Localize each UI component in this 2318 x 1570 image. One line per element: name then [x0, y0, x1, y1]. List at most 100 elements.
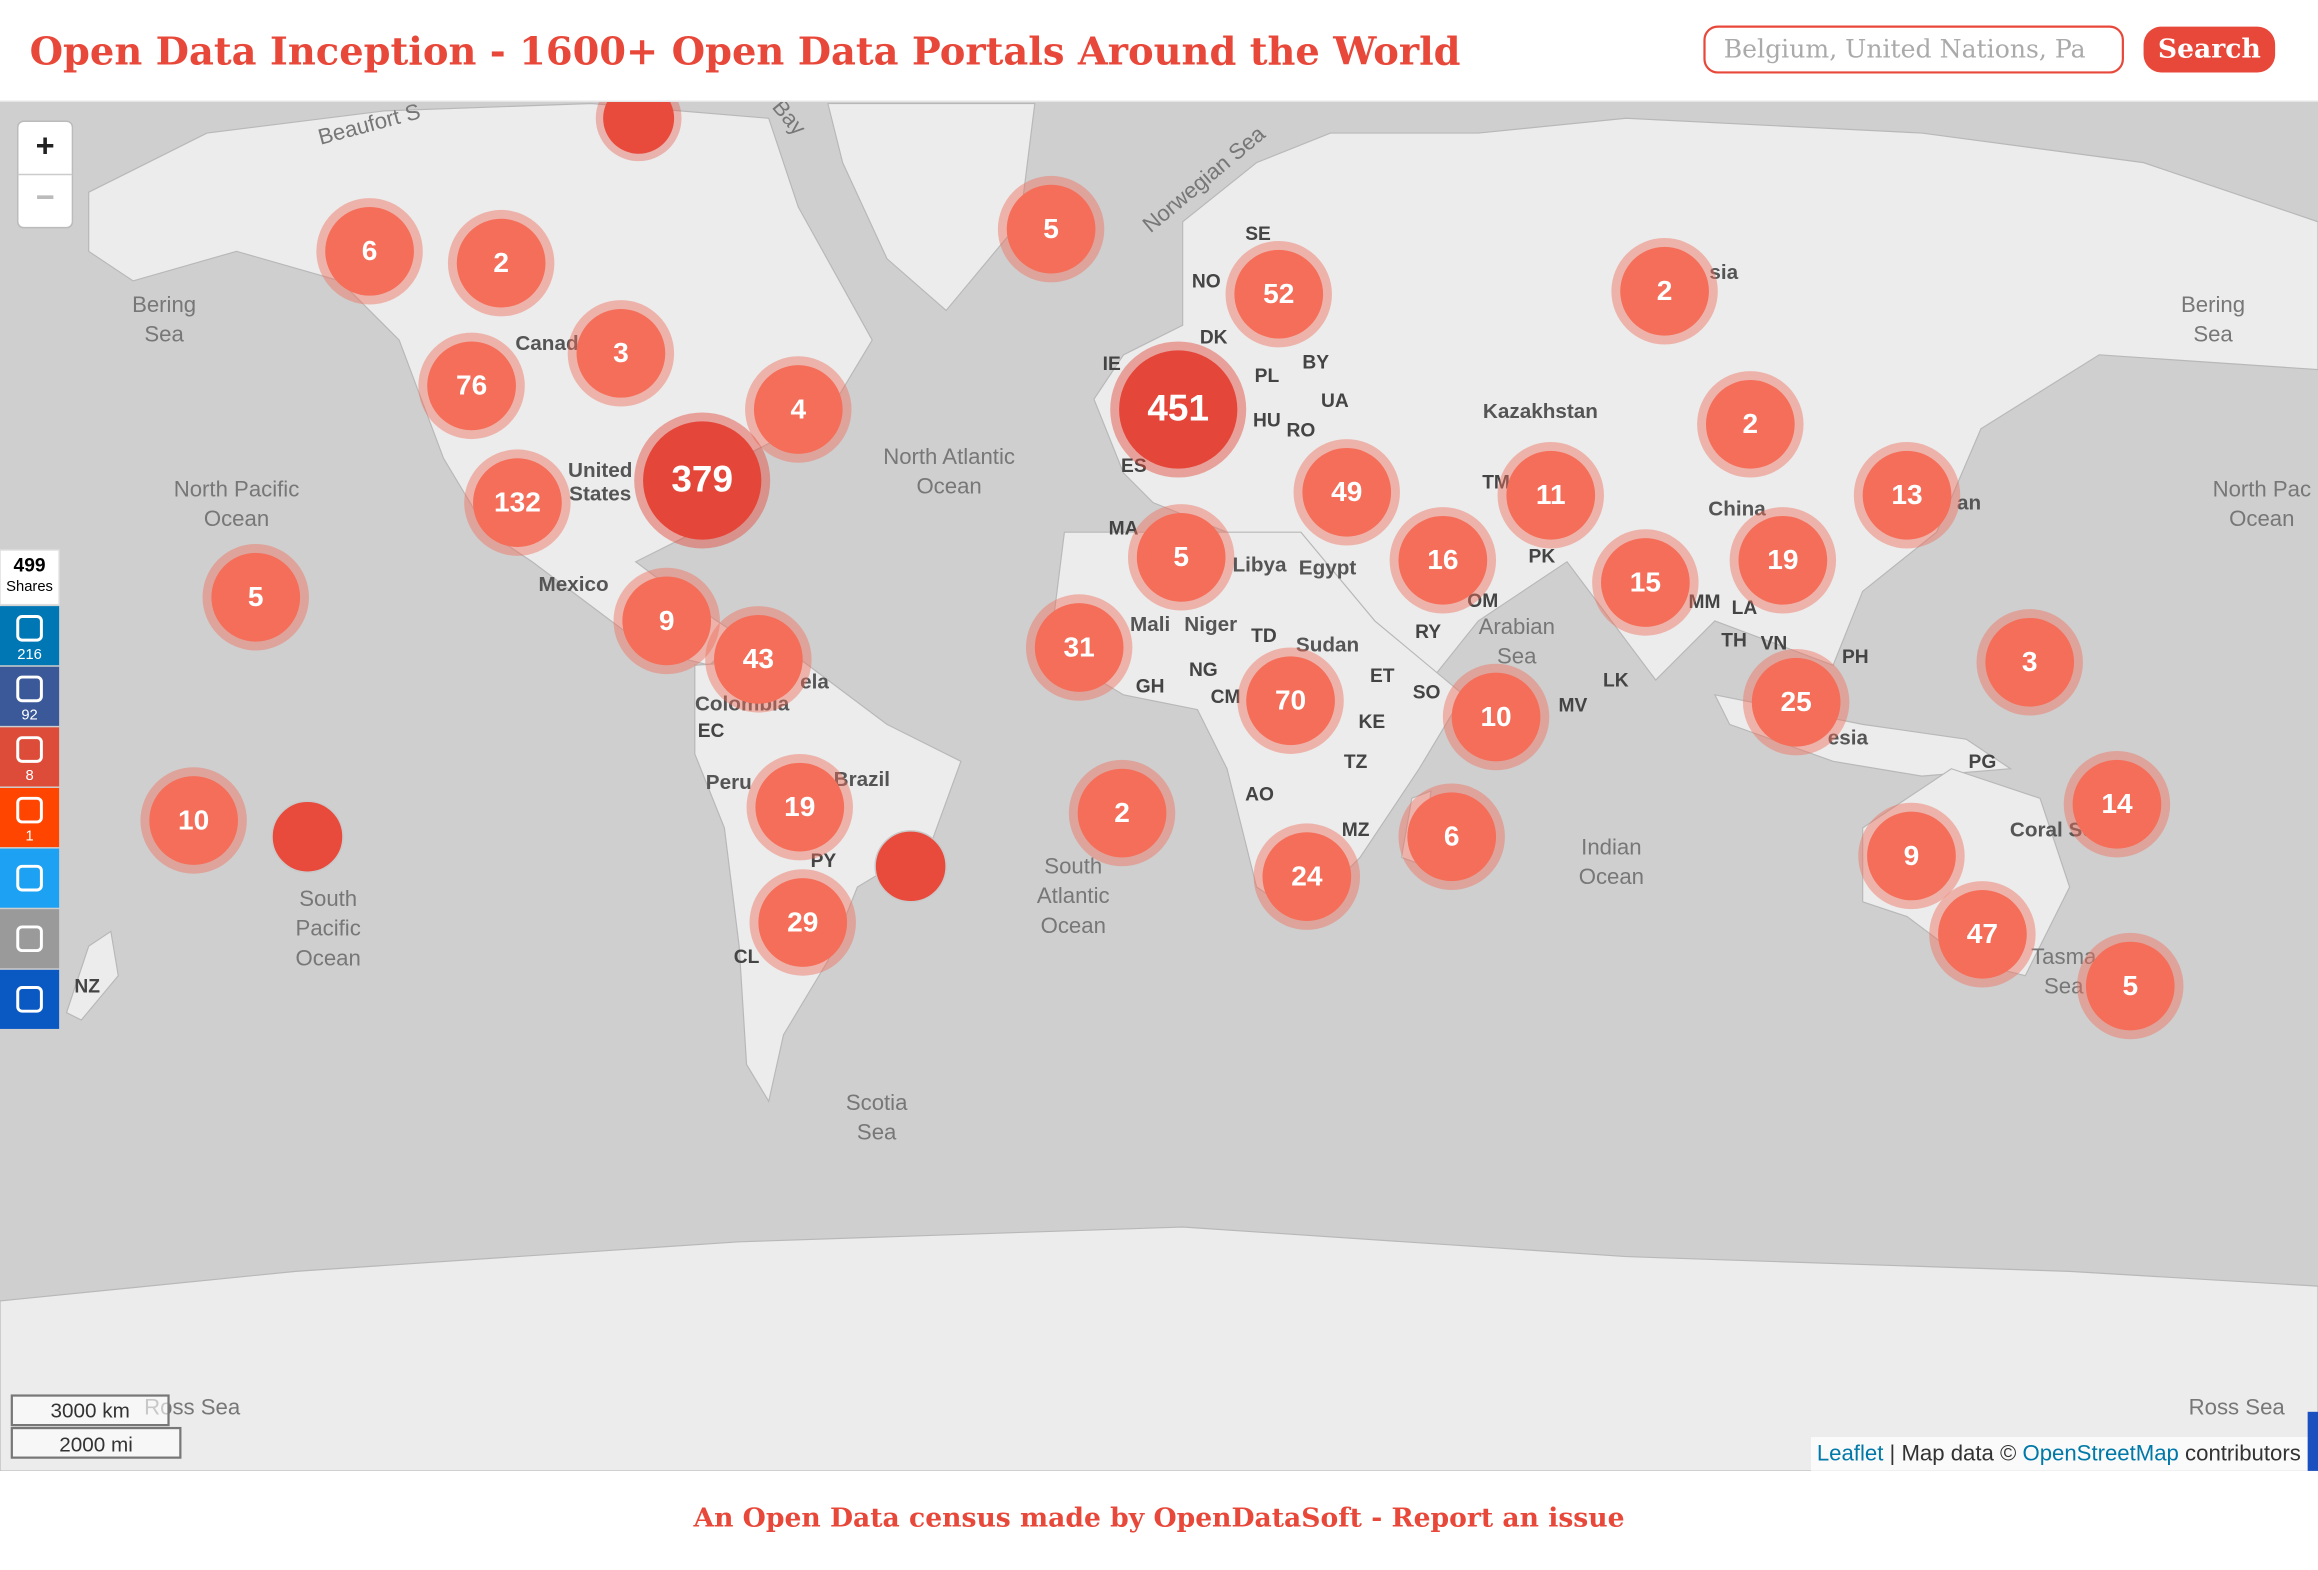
cluster-core[interactable]	[1262, 832, 1352, 922]
cluster-core[interactable]	[1077, 768, 1167, 858]
cluster-core[interactable]	[1601, 538, 1690, 627]
single-marker[interactable]	[874, 830, 947, 903]
cluster-count[interactable]: 47	[1967, 918, 1998, 949]
zoom-out[interactable]: −	[36, 179, 55, 215]
cluster[interactable]: 3	[567, 300, 675, 407]
cluster-core[interactable]	[643, 421, 762, 540]
cluster-count[interactable]: 19	[784, 791, 815, 822]
cluster[interactable]: 31	[1025, 594, 1133, 701]
cluster-count[interactable]: 3	[613, 337, 629, 368]
facebook-share[interactable]: 92	[0, 666, 60, 726]
cluster[interactable]: 70	[1237, 647, 1344, 754]
cluster-count[interactable]: 76	[456, 370, 487, 401]
cluster[interactable]: 19	[746, 753, 853, 861]
cluster-core[interactable]	[622, 576, 712, 666]
linkedin-share[interactable]: 216	[0, 606, 60, 666]
cluster-core[interactable]	[427, 341, 516, 431]
sumo-share[interactable]	[0, 969, 60, 1029]
cluster-count[interactable]: 2	[1743, 408, 1759, 439]
cluster-count[interactable]: 6	[1444, 821, 1460, 852]
single-marker[interactable]	[271, 800, 344, 873]
cluster-core[interactable]	[1407, 792, 1497, 882]
cluster[interactable]: 5	[2077, 932, 2184, 1040]
cluster-count[interactable]: 5	[248, 581, 264, 612]
cluster[interactable]: 3	[1976, 609, 2083, 716]
cluster-core[interactable]	[1246, 656, 1335, 746]
cluster-core[interactable]	[1867, 811, 1956, 901]
cluster[interactable]: 19	[1729, 507, 1837, 614]
cluster[interactable]: 2	[447, 209, 555, 317]
cluster-count[interactable]: 16	[1427, 544, 1458, 575]
cluster-core[interactable]	[325, 206, 414, 296]
cluster-core[interactable]	[1938, 889, 2027, 979]
cluster[interactable]: 13	[1853, 442, 1961, 549]
cluster[interactable]: 47	[1929, 881, 2036, 988]
cluster[interactable]: 43	[705, 606, 812, 713]
reddit-share[interactable]: 1	[0, 787, 60, 848]
cluster[interactable]: 14	[2063, 750, 2171, 858]
cluster[interactable]: 4	[745, 356, 852, 463]
share-button[interactable]	[0, 969, 60, 1029]
cluster-count[interactable]: 4	[790, 393, 806, 424]
cluster-core[interactable]	[714, 614, 803, 704]
cluster-core[interactable]	[1862, 450, 1952, 540]
cluster-count[interactable]: 6	[362, 235, 378, 266]
cluster[interactable]: 29	[749, 869, 856, 976]
cluster-core[interactable]	[1136, 512, 1226, 602]
cluster-core[interactable]	[1302, 447, 1392, 537]
cluster-count[interactable]: 49	[1331, 476, 1362, 507]
cluster-core[interactable]	[1620, 246, 1709, 336]
cluster-core[interactable]	[2072, 759, 2162, 849]
email-share[interactable]	[0, 909, 60, 969]
cluster-count[interactable]: 11	[1536, 479, 1566, 510]
leaflet-link[interactable]: Leaflet	[1817, 1441, 1884, 1466]
googleplus-share[interactable]: 8	[0, 727, 60, 787]
cluster-count[interactable]: 2	[1657, 275, 1673, 306]
cluster-core[interactable]	[1751, 657, 1841, 747]
cluster-core[interactable]	[1738, 515, 1828, 605]
cluster[interactable]: 24	[1253, 823, 1361, 930]
twitter-share[interactable]	[0, 848, 60, 908]
cluster-count[interactable]: 3	[2022, 646, 2038, 677]
cluster[interactable]: 49	[1293, 439, 1400, 546]
search-button-label[interactable]: Search	[2158, 33, 2261, 64]
cluster-core[interactable]	[755, 762, 845, 852]
cluster-core[interactable]	[1034, 603, 1124, 692]
cluster-count[interactable]: 52	[1263, 278, 1294, 309]
cluster-core[interactable]	[1119, 350, 1238, 469]
cluster-count[interactable]: 451	[1147, 388, 1209, 429]
cluster-core[interactable]	[576, 308, 666, 398]
cluster[interactable]: 9	[1858, 802, 1965, 910]
cluster-core[interactable]	[758, 878, 848, 967]
cluster-count[interactable]: 13	[1891, 479, 1922, 510]
cluster-core[interactable]	[149, 776, 239, 865]
cluster[interactable]: 132	[464, 449, 571, 556]
footer-text[interactable]: An Open Data census made by OpenDataSoft…	[692, 1503, 1624, 1534]
cluster-core[interactable]	[2085, 941, 2175, 1031]
cluster[interactable]: 5	[997, 175, 1105, 283]
cluster-core[interactable]	[1506, 450, 1596, 540]
share-button[interactable]	[0, 848, 60, 908]
cluster-count[interactable]: 43	[743, 643, 774, 674]
cluster[interactable]: 451	[1110, 341, 1247, 478]
cluster-core[interactable]	[753, 365, 843, 454]
cluster-core[interactable]	[456, 218, 546, 308]
cluster[interactable]: 2	[1611, 238, 1718, 345]
cluster[interactable]: 15	[1592, 529, 1699, 636]
cluster[interactable]: 10	[1442, 663, 1550, 771]
cluster[interactable]: 25	[1742, 648, 1850, 756]
cluster-count[interactable]: 9	[659, 605, 675, 636]
search-input[interactable]	[1703, 25, 2124, 74]
cluster[interactable]: 76	[418, 332, 525, 440]
cluster-count[interactable]: 5	[1173, 541, 1189, 572]
cluster-count[interactable]: 24	[1291, 861, 1323, 892]
share-button[interactable]	[0, 909, 60, 969]
cluster-count[interactable]: 10	[178, 804, 209, 835]
cluster[interactable]: 2	[1068, 759, 1176, 867]
zoom-in[interactable]: +	[36, 127, 55, 163]
cluster-core[interactable]	[1451, 672, 1541, 762]
cluster-count[interactable]: 132	[494, 487, 541, 518]
cluster-count[interactable]: 14	[2101, 788, 2133, 819]
cluster[interactable]: 5	[202, 544, 309, 651]
cluster[interactable]: 9	[613, 567, 720, 675]
